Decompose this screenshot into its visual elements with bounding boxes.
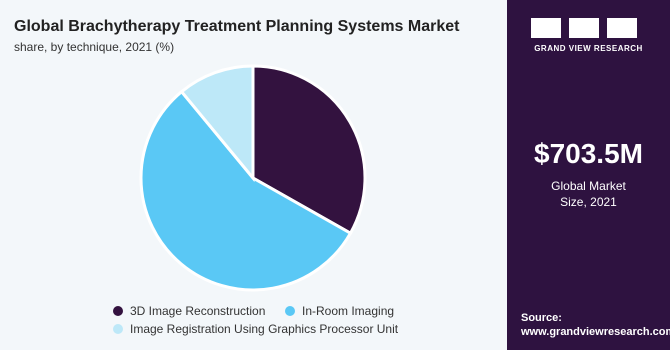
pie-slice (251, 64, 367, 236)
pie-slice (139, 89, 353, 292)
legend-label: In-Room Imaging (302, 304, 394, 318)
chart-title: Global Brachytherapy Treatment Planning … (14, 18, 460, 35)
legend-swatch (113, 306, 123, 316)
chart: Global Brachytherapy Treatment Planning … (14, 18, 460, 336)
pie-slice (179, 64, 255, 183)
logo-block (531, 18, 561, 38)
logo (531, 18, 637, 38)
market-value: $703.5M (534, 138, 643, 169)
legend-label: Image Registration Using Graphics Proces… (130, 322, 399, 336)
legend-swatch (285, 306, 295, 316)
source-label: Source: (521, 312, 562, 324)
source-url: www.grandviewresearch.com (521, 326, 670, 338)
chart-subtitle: share, by technique, 2021 (%) (14, 40, 174, 54)
sidebar: GRAND VIEW RESEARCH $703.5M Global Marke… (507, 0, 670, 350)
legend-label: 3D Image Reconstruction (130, 304, 265, 318)
brand: GRAND VIEW RESEARCH (534, 44, 643, 53)
market-label: Global Market Size, 2021 (551, 179, 626, 209)
logo-block (607, 18, 637, 38)
legend-swatch (113, 324, 123, 334)
logo-block (569, 18, 599, 38)
